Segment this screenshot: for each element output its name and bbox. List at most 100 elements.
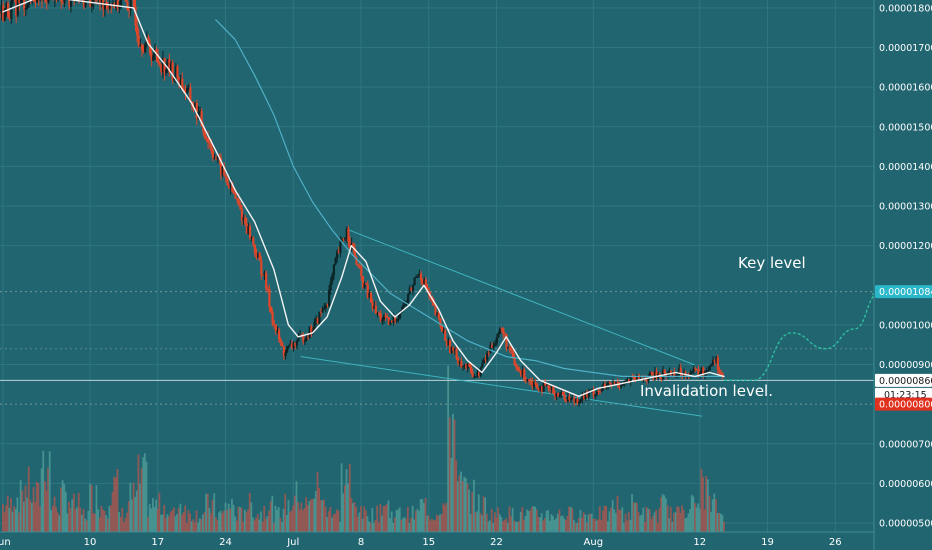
volume-bar (147, 516, 149, 532)
volume-bar (132, 482, 135, 532)
volume-bar (261, 521, 264, 532)
candle-body (224, 175, 227, 179)
candle-body (186, 87, 189, 93)
volume-bar (77, 492, 80, 532)
volume-bar (424, 497, 427, 532)
volume-bar (206, 493, 209, 532)
volume-bar (250, 502, 253, 532)
volume-bar (213, 493, 216, 532)
volume-bar (661, 494, 664, 532)
volume-bar (292, 505, 295, 532)
price-axis[interactable]: 0.00001800 0.00001700 0.00001600 0.00001500… (873, 0, 932, 550)
candle-body (358, 265, 361, 267)
volume-bar (576, 522, 579, 532)
volume-bar (703, 509, 706, 532)
candle-body (550, 386, 553, 390)
volume-bar (135, 490, 138, 532)
volume-bar (253, 520, 256, 532)
candle-body (129, 0, 132, 11)
volume-bar (203, 512, 206, 532)
volume-bar (697, 503, 700, 532)
volume-bar (439, 514, 441, 532)
volume-bar (321, 500, 324, 532)
volume-bar (666, 505, 669, 532)
volume-bar (695, 507, 698, 532)
candle-body (377, 313, 381, 315)
x-tick-label: 10 (84, 537, 97, 548)
volume-bar (592, 518, 595, 532)
candle-body (694, 368, 697, 370)
volume-bar (48, 451, 51, 532)
volume-bar (273, 523, 275, 532)
candle-body (360, 266, 363, 277)
time-axis[interactable]: Jun 10 17 24 Jul 8 15 22 Aug 12 19 26 (0, 531, 874, 550)
candle-body (602, 384, 605, 387)
volume-bar (440, 514, 443, 532)
candle-body (702, 367, 705, 376)
candle-body (465, 364, 468, 369)
candle-body (227, 184, 231, 189)
candle-body (161, 57, 165, 72)
volume-bar (513, 520, 516, 532)
volume-histogram (2, 365, 725, 532)
volume-bar (163, 504, 166, 532)
volume-bar (47, 467, 49, 532)
volume-bar (603, 505, 606, 532)
volume-bar (313, 498, 316, 532)
candle-body (368, 292, 371, 298)
volume-bar (411, 505, 414, 532)
candle-body (494, 343, 497, 346)
volume-bar (189, 513, 191, 532)
candle-body (660, 375, 663, 380)
candle-body (379, 313, 382, 322)
candle-body (318, 311, 321, 324)
volume-bar (627, 511, 630, 532)
candle-body (619, 385, 623, 388)
candle-body (624, 380, 627, 382)
candle-body (437, 312, 440, 319)
candle-body (692, 368, 695, 372)
volume-bar (174, 516, 177, 532)
volume-bar (669, 506, 672, 532)
volume-bar (274, 505, 277, 532)
candle-body (708, 365, 711, 371)
candle-body (376, 313, 379, 315)
volume-bar (700, 468, 703, 532)
candle-body (326, 304, 329, 306)
candle-body (658, 373, 661, 376)
volume-bar (360, 505, 362, 532)
volume-bar (155, 499, 158, 532)
candle-body (374, 305, 377, 314)
volume-bar (376, 505, 379, 532)
volume-bar (464, 478, 467, 532)
volume-bar (529, 510, 532, 532)
volume-bar (139, 483, 141, 532)
candle-body (297, 335, 300, 342)
invalidation-level-label: Invalidation level. (640, 382, 773, 400)
candle-body (221, 166, 224, 175)
candle-body (436, 312, 439, 316)
volume-bar (489, 520, 491, 532)
candle-body (557, 392, 560, 397)
volume-bar (5, 505, 8, 532)
candle-body (353, 248, 356, 258)
volume-bar (461, 481, 464, 532)
candle-body (689, 372, 692, 377)
candle-body (92, 0, 95, 4)
volume-bar (227, 503, 230, 532)
volume-bar (40, 468, 43, 532)
volume-bar (242, 521, 245, 532)
candle-body (392, 316, 395, 323)
candle-body (171, 62, 174, 81)
candle-body (621, 384, 624, 386)
volume-bar (113, 476, 116, 532)
candle-body (234, 193, 237, 199)
volume-bar (164, 518, 167, 532)
volume-bar (539, 517, 541, 532)
volume-bar (602, 510, 604, 532)
candle-body (721, 373, 724, 378)
candle-body (26, 4, 29, 9)
volume-bar (266, 516, 269, 532)
candle-body (82, 0, 85, 7)
